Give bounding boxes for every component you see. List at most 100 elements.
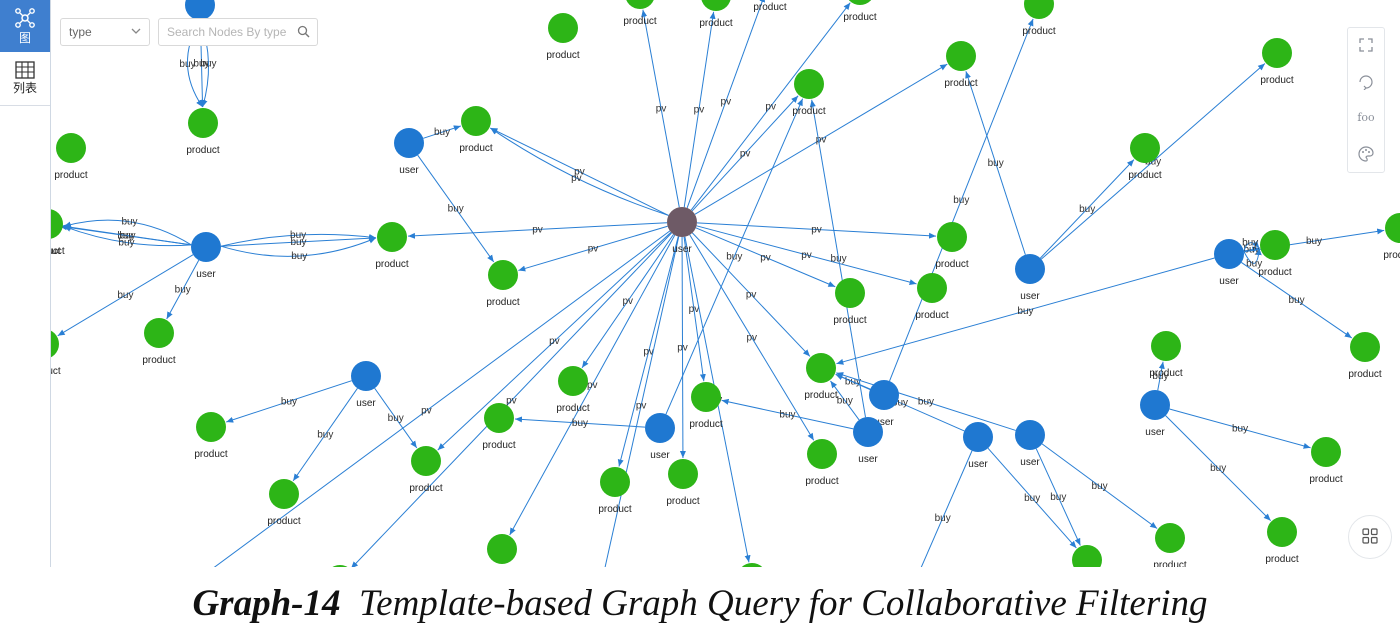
product-node[interactable]: product bbox=[1153, 523, 1187, 567]
product-node[interactable]: product bbox=[1348, 332, 1382, 380]
node-circle bbox=[645, 413, 675, 443]
edge-label: buy bbox=[119, 231, 135, 242]
product-node[interactable]: product bbox=[1070, 545, 1104, 567]
user-node[interactable]: user bbox=[1015, 420, 1045, 468]
product-node[interactable]: product bbox=[915, 273, 949, 321]
node-label: product bbox=[935, 259, 969, 270]
product-node[interactable]: product bbox=[485, 534, 519, 567]
edge-label: buy bbox=[1145, 156, 1161, 167]
node-label: product bbox=[833, 315, 867, 326]
edge-label: pv bbox=[574, 167, 585, 178]
rotate-3d-button[interactable] bbox=[1348, 64, 1384, 100]
product-node[interactable]: product bbox=[699, 0, 733, 29]
user-node[interactable]: user bbox=[191, 232, 221, 280]
user-node[interactable]: user bbox=[351, 361, 381, 409]
node-circle bbox=[1072, 545, 1102, 567]
graph-edge bbox=[683, 236, 706, 382]
product-node[interactable]: product bbox=[1149, 331, 1183, 379]
node-circle bbox=[411, 446, 441, 476]
graph-edge bbox=[581, 234, 674, 369]
node-label: user bbox=[672, 244, 692, 255]
node-circle bbox=[1262, 38, 1292, 68]
fullscreen-button[interactable] bbox=[1348, 28, 1384, 64]
sidebar-item-label: 列表 bbox=[12, 81, 37, 95]
edge-label: pv bbox=[801, 250, 812, 261]
node-label: product bbox=[666, 496, 700, 507]
product-node[interactable]: product bbox=[409, 446, 443, 494]
graph-edge bbox=[641, 9, 680, 208]
graph-edge bbox=[1039, 159, 1135, 259]
graph-edge bbox=[920, 450, 973, 567]
node-circle bbox=[1151, 331, 1181, 361]
product-node[interactable]: product bbox=[735, 563, 769, 567]
user-node[interactable]: user bbox=[963, 422, 993, 470]
node-circle bbox=[917, 273, 947, 303]
sidebar-item-list[interactable]: 列表 bbox=[0, 54, 50, 106]
user-node[interactable]: user bbox=[1214, 239, 1244, 287]
label-toggle-button[interactable]: foo bbox=[1348, 100, 1384, 136]
user-node[interactable]: user bbox=[645, 413, 675, 461]
product-node[interactable]: product bbox=[792, 69, 826, 117]
product-node[interactable]: product bbox=[323, 565, 357, 567]
figure-caption: Graph-14 Template-based Graph Query for … bbox=[0, 568, 1400, 640]
product-node[interactable]: product bbox=[804, 353, 838, 401]
product-node[interactable]: product bbox=[1260, 38, 1294, 86]
user-node[interactable]: user bbox=[1140, 390, 1170, 438]
product-node[interactable]: product bbox=[598, 467, 632, 515]
product-node[interactable]: product bbox=[482, 403, 516, 451]
product-node[interactable]: product bbox=[1128, 133, 1162, 181]
product-node[interactable]: product bbox=[375, 222, 409, 270]
edge-label: buy bbox=[726, 251, 742, 262]
graph-edge bbox=[696, 222, 937, 239]
product-node[interactable]: product bbox=[194, 412, 228, 460]
style-button[interactable] bbox=[1348, 136, 1384, 172]
product-node[interactable]: product bbox=[54, 133, 88, 181]
edge-label: pv bbox=[689, 304, 700, 315]
search-icon[interactable] bbox=[297, 25, 310, 38]
edge-label: buy bbox=[1289, 295, 1305, 306]
layout-menu-button[interactable] bbox=[1348, 515, 1392, 559]
center-user-node[interactable]: user bbox=[667, 207, 697, 255]
product-node[interactable]: product bbox=[1309, 437, 1343, 485]
user-node[interactable]: user bbox=[869, 380, 899, 428]
product-node[interactable]: product bbox=[1265, 517, 1299, 565]
node-label: product bbox=[944, 78, 978, 89]
product-node[interactable]: product bbox=[267, 479, 301, 527]
product-node[interactable]: product bbox=[753, 0, 787, 13]
product-node[interactable]: product bbox=[459, 106, 493, 154]
product-node[interactable]: product bbox=[486, 260, 520, 308]
product-node[interactable]: product bbox=[623, 0, 657, 27]
product-node[interactable]: product bbox=[833, 278, 867, 326]
edge-label: buy bbox=[892, 398, 908, 409]
product-node[interactable]: product bbox=[556, 366, 590, 414]
product-node[interactable]: product bbox=[843, 0, 877, 23]
edge-label: buy bbox=[1152, 371, 1168, 382]
product-node[interactable]: product bbox=[1258, 230, 1292, 278]
node-label: product bbox=[843, 12, 877, 23]
product-node[interactable]: product bbox=[1383, 213, 1400, 261]
product-node[interactable]: product bbox=[935, 222, 969, 270]
edge-label: pv bbox=[421, 406, 432, 417]
sidebar-item-graph[interactable]: 图 bbox=[0, 0, 50, 52]
node-label: user bbox=[858, 454, 878, 465]
product-node[interactable]: product bbox=[944, 41, 978, 89]
edge-label: buy bbox=[118, 237, 134, 248]
user-node[interactable]: user bbox=[853, 417, 883, 465]
graph-edge bbox=[509, 234, 676, 536]
edge-label: pv bbox=[636, 401, 647, 412]
product-node[interactable]: product bbox=[142, 318, 176, 366]
product-node[interactable]: product bbox=[689, 382, 723, 430]
product-node[interactable]: product bbox=[805, 439, 839, 487]
product-node[interactable]: product bbox=[186, 108, 220, 156]
graph-edge bbox=[835, 373, 965, 432]
product-node[interactable]: product bbox=[546, 13, 580, 61]
user-node[interactable]: user bbox=[394, 128, 424, 176]
type-select[interactable]: type bbox=[60, 18, 150, 46]
fullscreen-icon bbox=[1359, 38, 1373, 52]
product-node[interactable]: product bbox=[666, 459, 700, 507]
node-circle bbox=[484, 403, 514, 433]
user-node[interactable]: user bbox=[1015, 254, 1045, 302]
search-input[interactable] bbox=[165, 24, 297, 40]
product-node[interactable]: product bbox=[1022, 0, 1056, 37]
